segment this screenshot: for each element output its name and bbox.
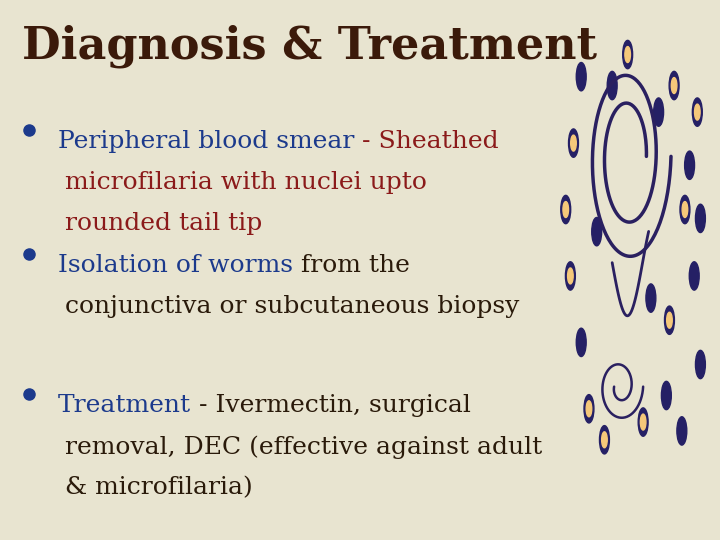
Circle shape <box>654 98 664 126</box>
Text: - Ivermectin, surgical: - Ivermectin, surgical <box>191 394 471 417</box>
Circle shape <box>665 306 675 334</box>
Circle shape <box>669 71 679 100</box>
Text: Treatment: Treatment <box>58 394 191 417</box>
Circle shape <box>640 414 646 430</box>
Circle shape <box>682 201 688 218</box>
Circle shape <box>584 395 594 423</box>
Text: - Sheathed: - Sheathed <box>354 130 498 153</box>
Circle shape <box>638 408 648 436</box>
Circle shape <box>685 151 695 179</box>
Circle shape <box>671 78 677 93</box>
Circle shape <box>677 417 687 445</box>
Circle shape <box>680 195 690 224</box>
Circle shape <box>571 135 576 151</box>
Circle shape <box>561 195 571 224</box>
Circle shape <box>696 350 706 379</box>
Circle shape <box>600 426 609 454</box>
Text: & microfilaria): & microfilaria) <box>65 476 253 500</box>
Circle shape <box>567 268 573 284</box>
Circle shape <box>696 204 706 233</box>
Text: Isolation of worms: Isolation of worms <box>58 254 292 277</box>
Text: Peripheral blood smear: Peripheral blood smear <box>58 130 354 153</box>
Circle shape <box>662 381 671 410</box>
Circle shape <box>586 401 592 417</box>
Circle shape <box>602 432 607 448</box>
Circle shape <box>607 71 617 100</box>
Circle shape <box>667 312 672 328</box>
Circle shape <box>689 262 699 290</box>
Circle shape <box>695 104 700 120</box>
Text: Diagnosis & Treatment: Diagnosis & Treatment <box>22 24 597 68</box>
Text: microfilaria with nuclei upto: microfilaria with nuclei upto <box>65 171 427 194</box>
Circle shape <box>563 201 569 218</box>
Text: rounded tail tip: rounded tail tip <box>65 212 262 235</box>
Text: conjunctiva or subcutaneous biopsy: conjunctiva or subcutaneous biopsy <box>65 295 519 318</box>
Text: from the: from the <box>292 254 410 277</box>
Circle shape <box>576 328 586 356</box>
Circle shape <box>646 284 656 312</box>
Circle shape <box>592 218 602 246</box>
Circle shape <box>576 63 586 91</box>
Circle shape <box>693 98 702 126</box>
Circle shape <box>625 46 631 63</box>
Text: removal, DEC (effective against adult: removal, DEC (effective against adult <box>65 435 542 459</box>
Circle shape <box>565 262 575 290</box>
Circle shape <box>623 40 633 69</box>
Circle shape <box>569 129 578 157</box>
